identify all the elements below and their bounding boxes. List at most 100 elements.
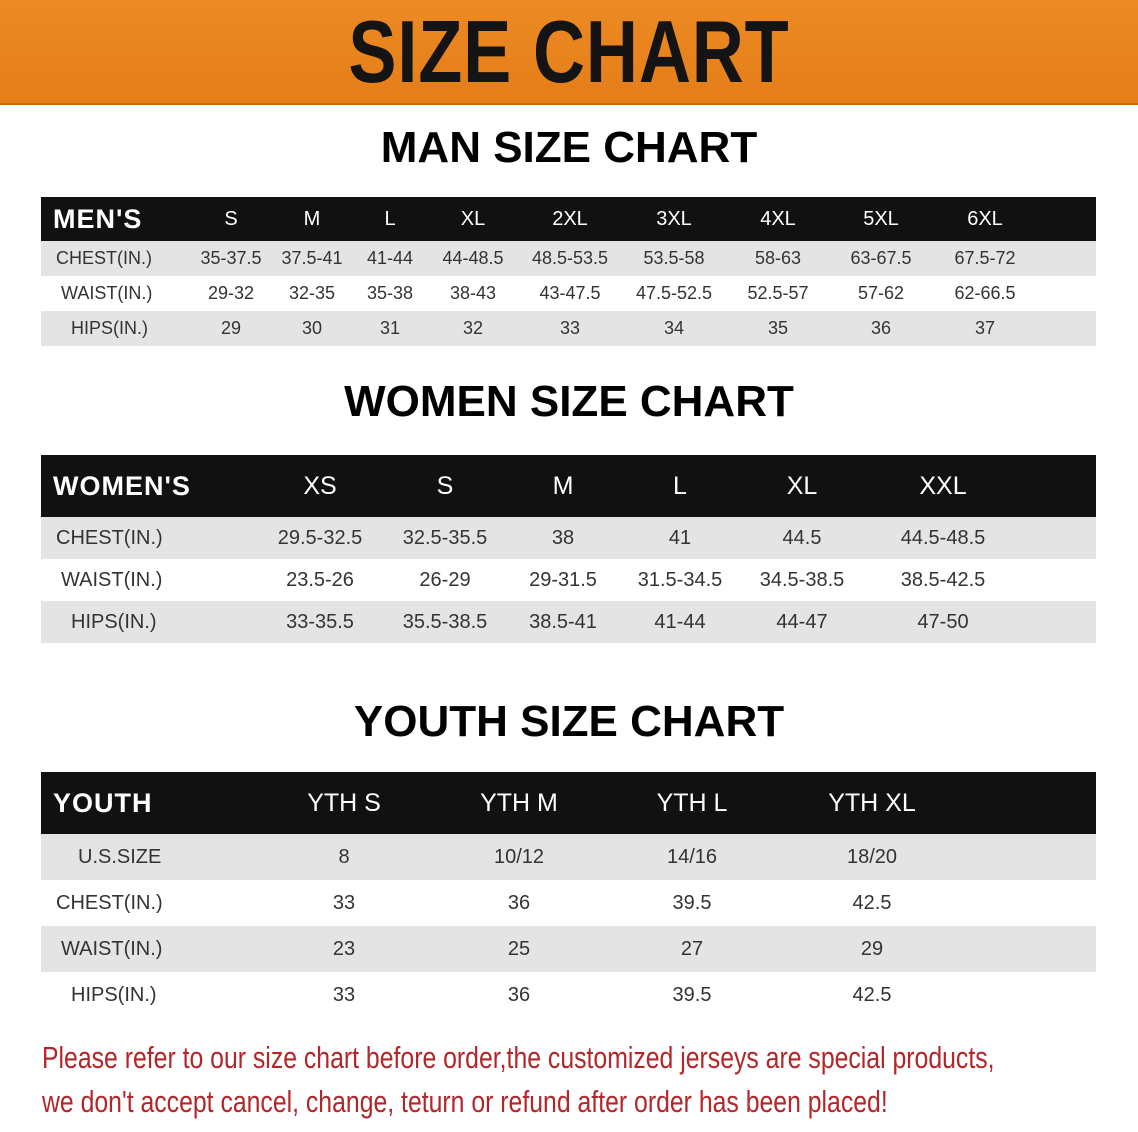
youth-section-title: YOUTH SIZE CHART: [353, 697, 785, 746]
measurement-value: 67.5-72: [954, 248, 1016, 268]
measurement-value: 25: [507, 938, 531, 960]
size-column-header: 6XL: [967, 208, 1003, 230]
measurement-value: 44-48.5: [442, 248, 504, 268]
table-row: HIPS(IN.) 33 36 39.5 42.5: [41, 972, 1096, 1018]
size-column-header: YTH M: [480, 789, 558, 817]
size-column-header: XL: [786, 472, 818, 500]
women-header-row: WOMEN'S XS S M L XL XXL: [41, 455, 1096, 517]
size-column-header: S: [436, 472, 454, 500]
measurement-value: 31: [379, 318, 401, 338]
table-row: CHEST(IN.) 35-37.5 37.5-41 41-44 44-48.5 48.5…: [41, 241, 1096, 276]
measurement-value: 27: [680, 938, 704, 960]
youth-size-table: YOUTH YTH S YTH M YTH L YTH XL U.S.SIZE 8 10/12…: [41, 772, 1096, 1018]
measurement-value: 39.5: [672, 984, 712, 1006]
size-column-header: XXL: [919, 472, 967, 500]
size-column-header: 2XL: [552, 208, 588, 230]
banner-title: SIZE CHART: [348, 2, 790, 101]
measurement-value: 36: [507, 892, 531, 914]
table-row: CHEST(IN.) 33 36 39.5 42.5: [41, 880, 1096, 926]
measurement-label: WAIST(IN.): [61, 283, 153, 303]
measurement-value: 41: [668, 527, 692, 549]
table-header-label: WOMEN'S: [53, 471, 191, 501]
measurement-value: 32-35: [288, 283, 336, 303]
measurement-value: 32: [462, 318, 484, 338]
table-row: WAIST(IN.) 23.5-26 26-29 29-31.5 31.5-34.5 34…: [41, 559, 1096, 601]
measurement-value: 47.5-52.5: [635, 283, 713, 303]
measurement-label: CHEST(IN.): [56, 248, 152, 268]
measurement-value: 57-62: [857, 283, 905, 303]
size-column-header: 3XL: [656, 208, 692, 230]
measurement-value: 34: [663, 318, 685, 338]
measurement-value: 38-43: [449, 283, 497, 303]
table-header-label: YOUTH: [53, 788, 153, 818]
measurement-value: 41-44: [654, 611, 706, 633]
measurement-value: 62-66.5: [954, 283, 1016, 303]
size-column-header: YTH XL: [828, 789, 916, 817]
measurement-value: 36: [870, 318, 892, 338]
measurement-value: 44.5-48.5: [900, 527, 986, 549]
measurement-value: 42.5: [852, 892, 892, 914]
size-column-header: 4XL: [760, 208, 796, 230]
measurement-label: HIPS(IN.): [71, 984, 157, 1006]
women-section-title: WOMEN SIZE CHART: [344, 377, 794, 426]
measurement-value: 43-47.5: [539, 283, 601, 303]
measurement-value: 44-47: [776, 611, 828, 633]
measurement-value: 29: [220, 318, 242, 338]
measurement-value: 32.5-35.5: [402, 527, 488, 549]
measurement-value: 53.5-58: [643, 248, 705, 268]
table-row: WAIST(IN.) 23 25 27 29: [41, 926, 1096, 972]
measurement-value: 35.5-38.5: [402, 611, 488, 633]
table-row: WAIST(IN.) 29-32 32-35 35-38 38-43 43-47.5 47.…: [41, 276, 1096, 311]
measurement-value: 33: [332, 984, 356, 1006]
measurement-value: 35-38: [366, 283, 414, 303]
size-column-header: XL: [460, 208, 486, 230]
size-column-header: L: [673, 472, 687, 500]
measurement-value: 10/12: [493, 846, 545, 868]
table-row: U.S.SIZE 8 10/12 14/16 18/20: [41, 834, 1096, 880]
measurement-value: 58-63: [754, 248, 802, 268]
measurement-label: HIPS(IN.): [71, 611, 157, 633]
youth-header-row: YOUTH YTH S YTH M YTH L YTH XL: [41, 772, 1096, 834]
measurement-value: 29-32: [207, 283, 255, 303]
table-row: CHEST(IN.) 29.5-32.5 32.5-35.5 38 41 44.5 44.5…: [41, 517, 1096, 559]
measurement-label: HIPS(IN.): [71, 318, 149, 338]
measurement-value: 41-44: [366, 248, 414, 268]
measurement-value: 44.5: [782, 527, 822, 549]
size-column-header: M: [552, 472, 574, 500]
measurement-value: 29: [860, 938, 884, 960]
size-column-header: M: [303, 208, 321, 230]
men-size-table: MEN'S S M L XL 2XL 3XL 4XL 5XL 6XL CHEST(IN.) 35-37…: [41, 197, 1096, 346]
measurement-value: 37.5-41: [281, 248, 343, 268]
measurement-value: 63-67.5: [850, 248, 912, 268]
size-column-header: L: [384, 208, 396, 230]
measurement-value: 38.5-41: [529, 611, 597, 633]
measurement-value: 37: [974, 318, 996, 338]
measurement-value: 35: [767, 318, 789, 338]
measurement-label: WAIST(IN.): [61, 569, 163, 591]
size-column-header: 5XL: [863, 208, 899, 230]
measurement-value: 33-35.5: [286, 611, 354, 633]
measurement-value: 42.5: [852, 984, 892, 1006]
measurement-value: 39.5: [672, 892, 712, 914]
measurement-value: 26-29: [419, 569, 471, 591]
measurement-value: 8: [338, 846, 350, 868]
measurement-value: 31.5-34.5: [637, 569, 723, 591]
notice-line-1: Please refer to our size chart before or…: [42, 1040, 995, 1075]
table-row: HIPS(IN.) 33-35.5 35.5-38.5 38.5-41 41-44 44-…: [41, 601, 1096, 643]
measurement-value: 48.5-53.5: [531, 248, 609, 268]
measurement-value: 18/20: [846, 846, 898, 868]
measurement-value: 52.5-57: [747, 283, 809, 303]
measurement-value: 23: [332, 938, 356, 960]
measurement-value: 36: [507, 984, 531, 1006]
size-column-header: YTH L: [656, 789, 728, 817]
measurement-value: 29-31.5: [529, 569, 597, 591]
measurement-label: CHEST(IN.): [56, 527, 163, 549]
size-column-header: XS: [303, 472, 337, 500]
measurement-value: 35-37.5: [200, 248, 262, 268]
men-header-row: MEN'S S M L XL 2XL 3XL 4XL 5XL 6XL: [41, 197, 1096, 241]
men-section-title: MAN SIZE CHART: [380, 123, 758, 172]
measurement-value: 23.5-26: [286, 569, 354, 591]
measurement-value: 33: [332, 892, 356, 914]
table-row: HIPS(IN.) 29 30 31 32 33 34 35 36 37: [41, 311, 1096, 346]
measurement-value: 38.5-42.5: [900, 569, 986, 591]
